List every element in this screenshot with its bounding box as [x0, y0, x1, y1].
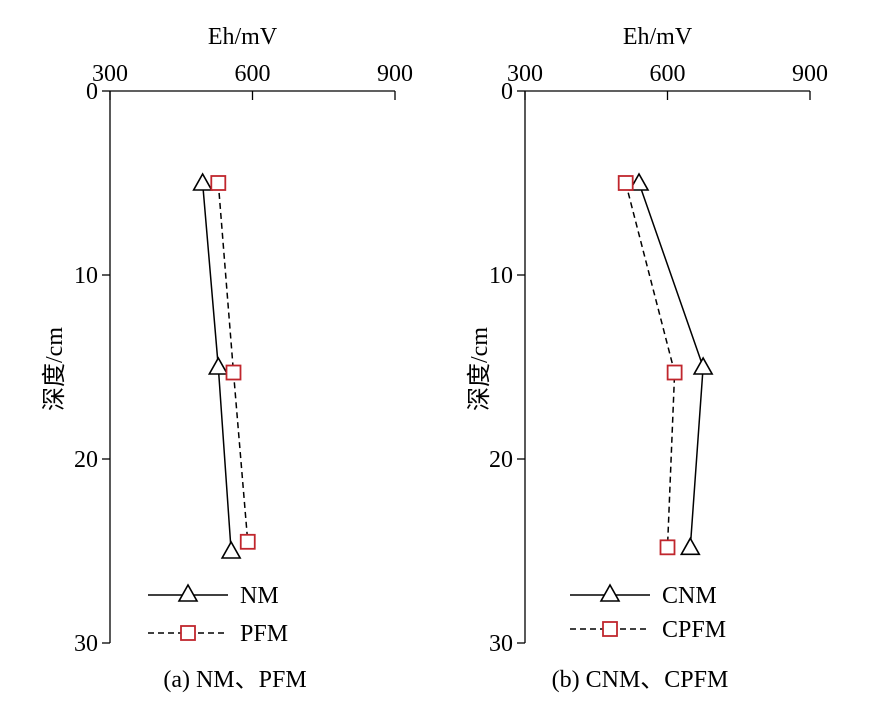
x-tick-label: 300 [92, 61, 128, 87]
legend-label: NM [240, 583, 279, 609]
y-axis-label: 深度/cm [41, 327, 68, 411]
x-tick-label: 900 [377, 61, 413, 87]
data-point-triangle [192, 172, 213, 191]
legend-label: CNM [662, 583, 717, 609]
series-nm [192, 172, 242, 559]
series-line-pfm [217, 182, 249, 542]
legend-marker-triangle [599, 583, 621, 602]
y-tick-label: 30 [489, 631, 513, 657]
y-tick-label: 10 [74, 263, 98, 289]
legend-marker-square [180, 625, 196, 641]
y-tick-label: 0 [501, 79, 513, 105]
data-point-square [666, 364, 683, 381]
legend-label: PFM [240, 621, 288, 647]
legend-item-pfm: PFM [148, 621, 288, 647]
data-point-square [617, 175, 634, 191]
x-tick-label: 600 [235, 61, 271, 87]
x-tick-label: 900 [792, 61, 828, 87]
series-pfm [210, 175, 256, 550]
chart-panel-b: 300 600 900 0 10 20 30 Eh/mV 深度/cm CNM CPFM (b) CNM… [466, 24, 828, 693]
x-tick-label: 300 [507, 61, 543, 87]
y-tick-label: 20 [74, 447, 98, 473]
chart-panel-a: 300 600 900 0 10 20 30 Eh/mV 深度/cm NM PFM (a) NM、PF… [41, 24, 413, 693]
series-cpfm [617, 175, 683, 556]
legend-marker-triangle [177, 583, 199, 602]
data-point-square [225, 364, 242, 381]
y-tick-label: 10 [489, 263, 513, 289]
y-axis-label: 深度/cm [466, 327, 493, 411]
x-tick-label: 600 [650, 61, 686, 87]
legend-item-cnm: CNM [570, 583, 717, 609]
data-point-square [210, 175, 227, 191]
data-point-triangle [207, 356, 229, 375]
y-tick-label: 20 [489, 447, 513, 473]
legend-label: CPFM [662, 617, 726, 643]
x-axis-label: Eh/mV [208, 24, 278, 50]
x-axis-label: Eh/mV [623, 24, 693, 50]
data-point-square [239, 533, 256, 550]
legend-marker-square [602, 621, 618, 637]
data-point-triangle [628, 172, 650, 191]
legend-item-cpfm: CPFM [570, 617, 726, 643]
data-point-square [659, 539, 676, 556]
legend-item-nm: NM [148, 583, 279, 609]
y-tick-label: 30 [74, 631, 98, 657]
data-point-triangle [692, 356, 714, 375]
data-point-triangle [220, 540, 242, 559]
panel-caption: (b) CNM、CPFM [552, 667, 729, 693]
series-cnm [628, 172, 714, 556]
y-tick-label: 0 [86, 79, 98, 105]
panel-caption: (a) NM、PFM [163, 667, 306, 693]
data-point-triangle [679, 536, 701, 556]
